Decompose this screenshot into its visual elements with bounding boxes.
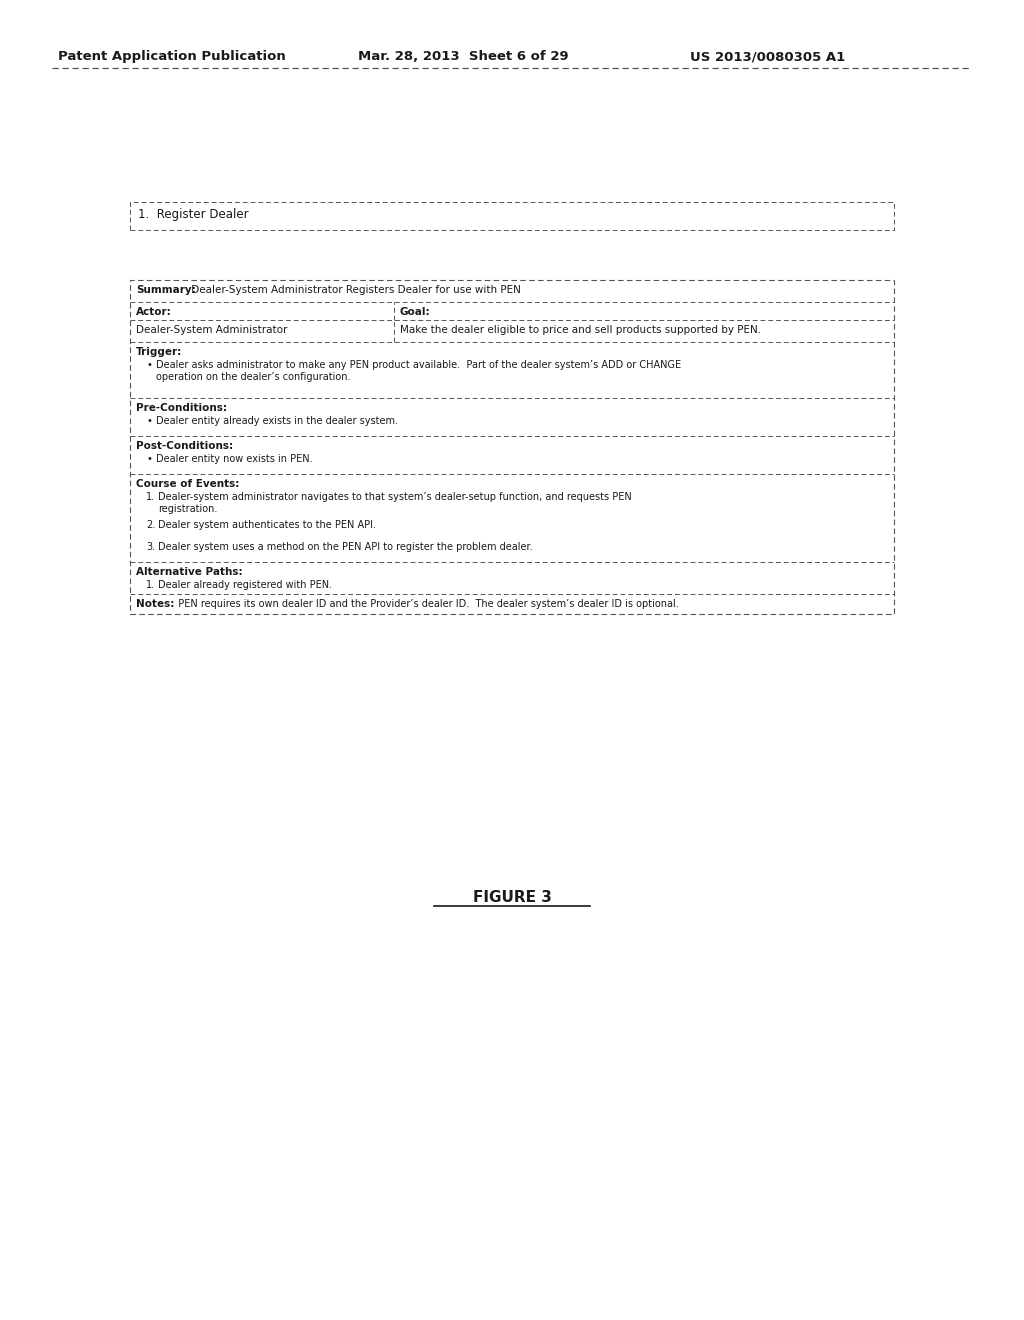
Text: Dealer entity now exists in PEN.: Dealer entity now exists in PEN. — [156, 454, 312, 465]
Text: Post-Conditions:: Post-Conditions: — [136, 441, 233, 451]
Text: Patent Application Publication: Patent Application Publication — [58, 50, 286, 63]
Text: Actor:: Actor: — [136, 308, 172, 317]
Text: 1.  Register Dealer: 1. Register Dealer — [138, 209, 249, 220]
Text: 2.: 2. — [146, 520, 156, 531]
Bar — [130, 280, 894, 614]
Text: PEN requires its own dealer ID and the Provider’s dealer ID.  The dealer system’: PEN requires its own dealer ID and the P… — [172, 599, 679, 609]
Text: Trigger:: Trigger: — [136, 347, 182, 356]
Text: •: • — [146, 360, 152, 370]
Text: Dealer asks administrator to make any PEN product available.  Part of the dealer: Dealer asks administrator to make any PE… — [156, 360, 681, 383]
Text: Mar. 28, 2013  Sheet 6 of 29: Mar. 28, 2013 Sheet 6 of 29 — [358, 50, 568, 63]
Text: Summary:: Summary: — [136, 285, 196, 294]
Text: 1.: 1. — [146, 492, 155, 502]
Text: Dealer-System Administrator: Dealer-System Administrator — [136, 325, 288, 335]
Text: Dealer-system administrator navigates to that system’s dealer-setup function, an: Dealer-system administrator navigates to… — [158, 492, 632, 515]
Text: Dealer-System Administrator Registers Dealer for use with PEN: Dealer-System Administrator Registers De… — [188, 285, 521, 294]
Text: 1.: 1. — [146, 579, 155, 590]
Text: Dealer system uses a method on the PEN API to register the problem dealer.: Dealer system uses a method on the PEN A… — [158, 543, 532, 552]
Text: Goal:: Goal: — [399, 308, 430, 317]
Text: Dealer system authenticates to the PEN API.: Dealer system authenticates to the PEN A… — [158, 520, 376, 531]
Text: Dealer entity already exists in the dealer system.: Dealer entity already exists in the deal… — [156, 416, 398, 426]
Text: Alternative Paths:: Alternative Paths: — [136, 568, 243, 577]
Text: Dealer already registered with PEN.: Dealer already registered with PEN. — [158, 579, 332, 590]
Text: Notes:: Notes: — [136, 599, 174, 609]
Text: •: • — [146, 416, 152, 426]
Text: US 2013/0080305 A1: US 2013/0080305 A1 — [690, 50, 845, 63]
Text: Course of Events:: Course of Events: — [136, 479, 240, 488]
Text: •: • — [146, 454, 152, 465]
Text: Make the dealer eligible to price and sell products supported by PEN.: Make the dealer eligible to price and se… — [399, 325, 761, 335]
Text: 3.: 3. — [146, 543, 155, 552]
Text: FIGURE 3: FIGURE 3 — [472, 890, 552, 906]
Text: Pre-Conditions:: Pre-Conditions: — [136, 403, 227, 413]
Bar — [130, 202, 894, 230]
